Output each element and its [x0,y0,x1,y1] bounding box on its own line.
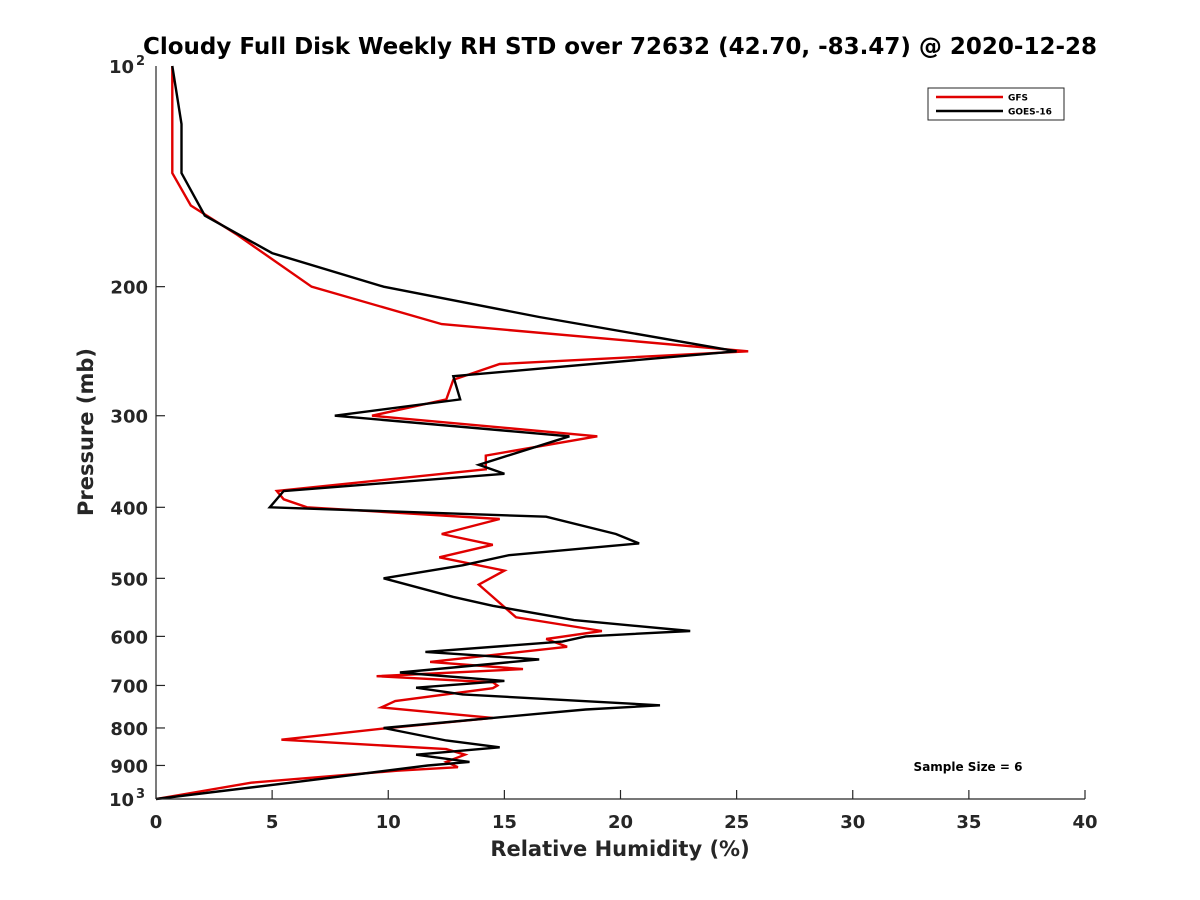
y-tick-label: 10 [109,57,134,78]
y-axis-label: Pressure (mb) [74,348,98,516]
chart-title: Cloudy Full Disk Weekly RH STD over 7263… [143,34,1097,60]
x-tick-label: 30 [840,812,865,833]
y-tick-label: 500 [110,569,148,590]
x-axis-label: Relative Humidity (%) [490,837,749,861]
x-tick-label: 0 [150,812,163,833]
y-tick-label: 200 [110,278,148,299]
legend-box [927,87,1065,121]
x-tick-label: 15 [492,812,517,833]
x-tick-label: 35 [956,812,981,833]
x-tick-label: 40 [1072,812,1097,833]
x-tick-label: 5 [266,812,279,833]
legend-label-goes-16: GOES-16 [1008,108,1052,118]
plot-area [156,66,1085,799]
y-tick-label: 800 [110,719,148,740]
y-tick-label: 300 [110,407,148,428]
series-line-goes-16 [155,65,737,801]
x-axis-ticks: 0 5 10 15 20 25 30 35 40 [150,790,1098,833]
y-tick-label: 900 [110,756,148,777]
x-tick-label: 10 [376,812,401,833]
sample-size-annotation: Sample Size = 6 [914,760,1023,774]
series-line-gfs [155,66,749,801]
y-tick-label-exponent: 3 [136,787,145,802]
legend: GFS GOES-16 [927,87,1065,121]
series-layer [155,65,749,801]
y-tick-label: 600 [110,627,148,648]
x-tick-label: 20 [608,812,633,833]
y-tick-label: 10 [109,790,134,811]
legend-label-gfs: GFS [1008,94,1028,104]
y-tick-label: 700 [110,676,148,697]
x-tick-label: 25 [724,812,749,833]
y-tick-label-exponent: 2 [136,54,145,69]
y-tick-label: 400 [110,498,148,519]
